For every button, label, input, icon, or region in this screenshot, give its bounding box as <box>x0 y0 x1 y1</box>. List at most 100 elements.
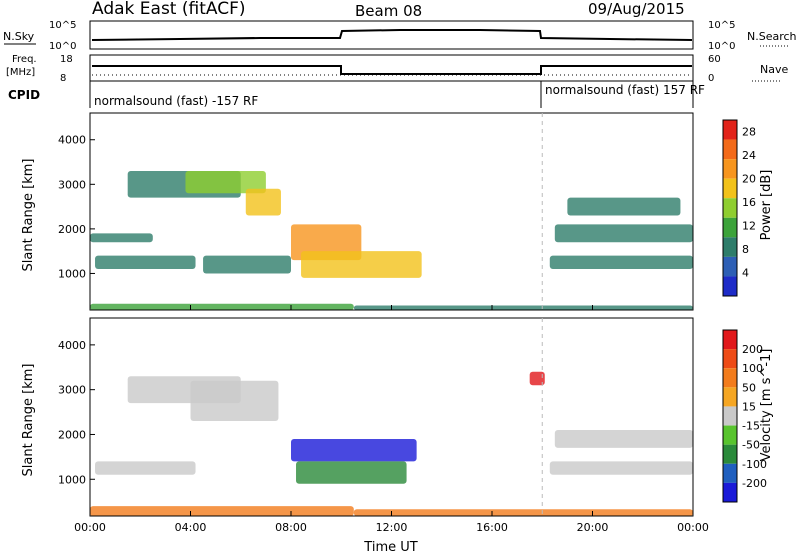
velocity-colorbar: 200 100 50 15 -15 -50 -100 -200 <box>722 329 767 503</box>
scatter-region <box>95 461 196 475</box>
scatter-region <box>90 303 354 310</box>
colorbar-tick-label: 8 <box>742 243 749 256</box>
colorbar-swatch <box>723 159 737 179</box>
colorbar-swatch <box>723 120 737 140</box>
colorbar-tick-label: 100 <box>742 362 763 375</box>
scatter-region <box>301 251 422 278</box>
date-label: 09/Aug/2015 <box>588 0 685 18</box>
colorbar-swatch <box>723 237 737 257</box>
colorbar-swatch <box>723 425 737 445</box>
scatter-region <box>549 255 693 269</box>
scatter-region <box>353 509 693 516</box>
freq-unit-label: [MHz] <box>6 67 35 78</box>
noise-tick-left-top: 10^5 <box>49 20 76 31</box>
colorbar-swatch <box>723 463 737 483</box>
x-tick-label: 00:00 <box>74 521 106 534</box>
colorbar-frame <box>722 329 738 503</box>
scatter-region <box>185 170 266 194</box>
cpid-panel: CPID normalsound (fast) -157 RF normalso… <box>8 81 705 108</box>
colorbar-swatch <box>723 217 737 238</box>
power-colorbar-label: Power [dB] <box>759 170 774 241</box>
colorbar-swatch <box>723 139 737 160</box>
noise-tick-right-bottom: 10^0 <box>708 41 735 52</box>
colorbar-tick-label: 50 <box>742 381 756 394</box>
y-tick-label: 3000 <box>58 384 86 397</box>
colorbar-swatch <box>723 387 737 407</box>
velocity-panel: 1000 2000 3000 4000 00:00 04:00 08:00 12:00 16:0… <box>58 317 709 534</box>
colorbar-tick-label: 24 <box>742 149 756 162</box>
colorbar-frame <box>722 119 738 297</box>
colorbar-tick-label: 4 <box>742 267 749 280</box>
scatter-region <box>90 506 354 516</box>
colorbar-swatch <box>723 444 737 464</box>
scatter-region <box>245 188 281 216</box>
scatter-region <box>353 305 693 310</box>
y-tick-label: 4000 <box>58 134 86 147</box>
cpid-label: CPID <box>8 88 40 102</box>
y-tick-label: 1000 <box>58 473 86 486</box>
y-tick-label: 3000 <box>58 178 86 191</box>
nsearch-label: N.Search <box>747 30 797 43</box>
x-tick-label: 08:00 <box>275 521 307 534</box>
freq-label: Freq. <box>12 54 37 65</box>
nave-tick-top: 60 <box>708 54 721 65</box>
beam-label: Beam 08 <box>355 2 422 20</box>
x-tick-label: 12:00 <box>376 521 408 534</box>
scatter-region <box>549 461 693 475</box>
freq-tick-top: 18 <box>60 54 73 65</box>
colorbar-swatch <box>723 368 737 388</box>
velocity-colorbar-label: Velocity [m s^-1] <box>759 349 774 462</box>
y-tick-label: 2000 <box>58 428 86 441</box>
colorbar-swatch <box>723 178 737 199</box>
x-tick-label: 00:00 <box>677 521 709 534</box>
scatter-region <box>203 255 291 274</box>
nave-tick-bottom: 0 <box>708 73 714 84</box>
scatter-region <box>291 438 417 462</box>
colorbar-tick-label: 200 <box>742 343 763 356</box>
x-tick-label: 16:00 <box>476 521 508 534</box>
freq-tick-bottom: 8 <box>60 73 66 84</box>
scatter-region <box>554 224 693 243</box>
colorbar-tick-label: -50 <box>742 439 760 452</box>
colorbar-swatch <box>723 276 737 296</box>
colorbar-swatch <box>723 330 737 350</box>
x-tick-label: 04:00 <box>175 521 207 534</box>
nave-label: Nave <box>760 63 788 76</box>
colorbar-swatch <box>723 406 737 426</box>
colorbar-tick-label: 28 <box>742 126 756 139</box>
noise-tick-right-top: 10^5 <box>708 20 735 31</box>
colorbar-tick-label: -15 <box>742 420 760 433</box>
scatter-region <box>90 233 153 243</box>
scatter-region <box>296 461 407 484</box>
colorbar-tick-label: 16 <box>742 196 756 209</box>
time-xlabel: Time UT <box>363 540 417 554</box>
power-ylabel: Slant Range [km] <box>21 159 36 272</box>
colorbar-swatch <box>723 256 737 277</box>
cpid-segment-2: normalsound (fast) 157 RF <box>545 83 705 97</box>
power-panel: 1000 2000 3000 4000 <box>58 112 694 311</box>
colorbar-swatch <box>723 349 737 369</box>
y-tick-label: 2000 <box>58 223 86 236</box>
colorbar-tick-label: 20 <box>742 173 756 186</box>
plot-title: Adak East (fitACF) <box>92 0 246 19</box>
noise-tick-left-bottom: 10^0 <box>49 41 76 52</box>
scatter-region <box>554 429 693 448</box>
y-tick-label: 1000 <box>58 267 86 280</box>
cpid-segment-1: normalsound (fast) -157 RF <box>94 94 258 108</box>
freq-panel: Freq. [MHz] 18 8 60 0 Nave <box>6 54 788 84</box>
colorbar-tick-label: -100 <box>742 458 767 471</box>
scatter-region <box>567 197 681 216</box>
scatter-region <box>95 255 196 269</box>
velocity-ylabel: Slant Range [km] <box>21 364 36 477</box>
scatter-region <box>190 380 279 422</box>
plot-frame <box>89 317 694 517</box>
colorbar-tick-label: 15 <box>742 400 756 413</box>
y-tick-label: 4000 <box>58 339 86 352</box>
power-colorbar: 4 8 12 16 20 24 28 <box>722 119 756 297</box>
nsky-label: N.Sky <box>3 30 35 43</box>
colorbar-swatch <box>723 482 737 502</box>
colorbar-tick-label: -200 <box>742 477 767 490</box>
colorbar-swatch <box>723 198 737 218</box>
colorbar-tick-label: 12 <box>742 220 756 233</box>
